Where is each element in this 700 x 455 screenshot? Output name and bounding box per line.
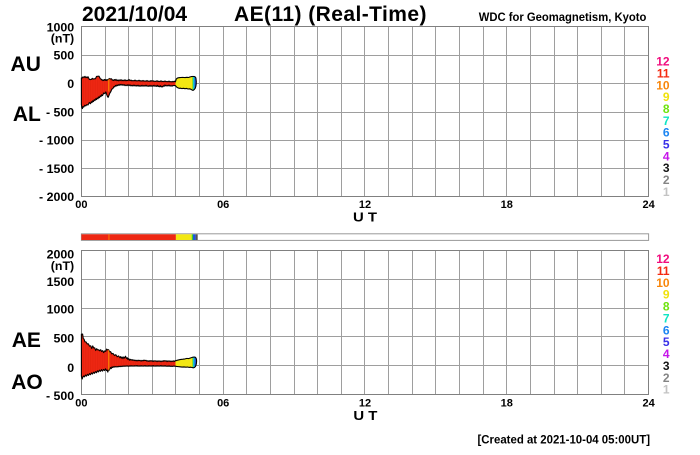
- svg-text:(nT): (nT): [51, 31, 74, 45]
- svg-text:06: 06: [217, 398, 229, 410]
- svg-text:1000: 1000: [47, 21, 75, 35]
- svg-text:1: 1: [663, 185, 670, 199]
- svg-text:12: 12: [656, 55, 670, 69]
- svg-text:12: 12: [359, 398, 371, 410]
- svg-text:(nT): (nT): [51, 259, 74, 273]
- svg-text:11: 11: [657, 264, 670, 278]
- svg-text:AE: AE: [12, 329, 41, 352]
- svg-text:3: 3: [663, 359, 670, 373]
- svg-text:0: 0: [67, 361, 74, 375]
- svg-text:4: 4: [663, 149, 670, 163]
- svg-text:500: 500: [54, 332, 75, 346]
- svg-text:- 500: - 500: [46, 389, 74, 403]
- svg-text:12: 12: [359, 199, 371, 211]
- svg-text:500: 500: [54, 48, 75, 62]
- svg-text:U T: U T: [353, 210, 377, 225]
- svg-text:3: 3: [663, 161, 670, 175]
- svg-text:2021/10/04: 2021/10/04: [82, 3, 187, 26]
- svg-text:1: 1: [663, 383, 670, 397]
- svg-text:1500: 1500: [47, 275, 75, 289]
- svg-text:- 500: - 500: [46, 105, 74, 119]
- svg-text:24: 24: [642, 398, 655, 410]
- svg-text:5: 5: [663, 335, 670, 349]
- svg-text:18: 18: [501, 398, 513, 410]
- svg-text:18: 18: [501, 199, 513, 211]
- svg-text:00: 00: [75, 199, 87, 211]
- svg-text:06: 06: [217, 199, 229, 211]
- svg-text:9: 9: [663, 288, 670, 302]
- svg-text:AO: AO: [11, 371, 43, 394]
- svg-text:- 1000: - 1000: [39, 134, 74, 148]
- svg-text:7: 7: [663, 114, 670, 128]
- svg-text:6: 6: [663, 126, 670, 140]
- svg-text:4: 4: [663, 347, 670, 361]
- svg-text:11: 11: [657, 66, 670, 80]
- svg-text:[Created at 2021-10-04 05:00UT: [Created at 2021-10-04 05:00UT]: [478, 432, 651, 446]
- svg-text:9: 9: [663, 90, 670, 104]
- svg-text:AU: AU: [11, 53, 41, 76]
- svg-text:AE(11) (Real-Time): AE(11) (Real-Time): [234, 3, 427, 26]
- svg-text:12: 12: [656, 252, 670, 266]
- svg-text:- 2000: - 2000: [39, 190, 74, 204]
- svg-text:AL: AL: [13, 103, 41, 126]
- svg-text:8: 8: [663, 300, 670, 314]
- svg-text:2: 2: [663, 173, 670, 187]
- svg-text:2: 2: [663, 371, 670, 385]
- svg-text:0: 0: [67, 77, 74, 91]
- svg-text:10: 10: [656, 276, 670, 290]
- svg-text:U T: U T: [353, 408, 377, 423]
- svg-text:24: 24: [642, 199, 655, 211]
- svg-text:6: 6: [663, 323, 670, 337]
- svg-text:10: 10: [656, 78, 670, 92]
- svg-text:8: 8: [663, 102, 670, 116]
- svg-text:00: 00: [75, 398, 87, 410]
- svg-text:7: 7: [663, 311, 670, 325]
- svg-text:- 1500: - 1500: [39, 162, 74, 176]
- svg-text:5: 5: [663, 138, 670, 152]
- svg-text:WDC for Geomagnetism, Kyoto: WDC for Geomagnetism, Kyoto: [479, 10, 647, 24]
- svg-text:2000: 2000: [47, 247, 75, 261]
- svg-text:1000: 1000: [47, 303, 75, 317]
